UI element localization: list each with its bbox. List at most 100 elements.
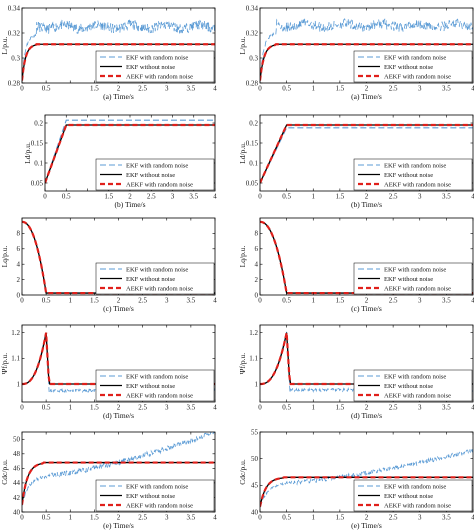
y-tick-label: 0.1 (34, 159, 43, 167)
x-tick-label: 0 (258, 514, 262, 522)
x-axis-caption: (b) Time/s (351, 200, 382, 209)
panel-Cdc-left: 0 0.5 1 1.5 2 2.5 3 3.5 4 40 42 44 46 48 50 Cdc/p.u. (e)… (0, 431, 217, 530)
x-tick-label: 0 (258, 404, 262, 412)
y-tick-label: 0.05 (31, 179, 44, 187)
x-tick-label: 1.5 (336, 193, 345, 201)
y-tick-label: 1 (17, 380, 21, 388)
x-tick-label: 0.5 (42, 514, 51, 522)
y-tick-label: 1.2 (249, 329, 258, 337)
y-tick-label: 0.28 (8, 79, 21, 87)
x-tick-label: 4 (471, 404, 474, 412)
series-line (260, 123, 473, 184)
x-tick-label: 3 (171, 193, 175, 201)
panel-Ld-right: 0 0.5 1 1.5 2 2.5 3 3.5 4 0.05 0.1 0.15 0.2 Ld/p.u. (b… (238, 114, 474, 209)
x-axis-caption: (c) Time/s (103, 304, 134, 313)
legend-entry: EKF with random noise (126, 54, 188, 61)
legend-entry: AEKF with random noise (126, 502, 193, 509)
legend: EKF with random noise EKF without noise AE… (353, 369, 473, 402)
x-tick-label: 2 (117, 297, 121, 305)
x-tick-label: 3.5 (187, 85, 196, 93)
panel-Psi-left: 0 0.5 1 1.5 2 2.5 3 3.5 4 1 1.1 1.2 Ψf/p.u. (d) Time/… (0, 324, 217, 420)
x-tick-label: 4 (471, 514, 474, 522)
x-tick-label: 2.5 (389, 193, 398, 201)
x-tick-label: 1 (69, 514, 73, 522)
y-tick-label: 6 (255, 245, 259, 253)
y-tick-label: 0 (17, 291, 21, 299)
y-tick-label: 40 (13, 508, 21, 516)
legend-entry: AEKF with random noise (384, 502, 451, 509)
x-tick-label: 1 (312, 514, 316, 522)
legend-entry: AEKF with random noise (384, 392, 451, 399)
y-tick-label: 2 (17, 276, 21, 284)
x-tick-label: 2 (365, 404, 369, 412)
y-tick-label: 44 (13, 479, 21, 487)
y-tick-label: 0.15 (31, 139, 44, 147)
y-axis-label: L/p.u. (0, 36, 9, 54)
x-axis-caption: (e) Time/s (351, 521, 382, 530)
x-tick-label: 2 (365, 193, 369, 201)
panel-L-left: 0 0.5 1.5 2 2.5 3 3.5 4 0.28 0.3 0.32 0.34 L/p.u. (a)… (0, 4, 217, 101)
x-axis-caption: (d) Time/s (103, 411, 134, 420)
x-tick-label: 1 (312, 297, 316, 305)
legend-entry: EKF with random noise (126, 162, 188, 169)
x-tick-label: 0 (258, 85, 262, 93)
legend-entry: AEKF with random noise (126, 285, 193, 292)
series-line (22, 461, 215, 505)
x-tick-label: 0.5 (42, 404, 51, 412)
x-tick-label: 4 (471, 193, 474, 201)
x-tick-label: 3 (418, 193, 422, 201)
legend-entry: EKF without noise (384, 172, 433, 179)
y-tick-label: 1.1 (11, 355, 20, 363)
y-tick-label: 6 (17, 245, 21, 253)
legend-entry: AEKF with random noise (384, 285, 451, 292)
x-tick-label: 2 (117, 514, 121, 522)
y-tick-label: 1.2 (11, 329, 20, 337)
x-tick-label: 4 (213, 297, 217, 305)
x-tick-label: 2 (365, 85, 369, 93)
x-tick-label: 1.5 (336, 297, 345, 305)
legend: EKF with random noise EKF without noise AE… (353, 262, 473, 295)
x-tick-label: 2.5 (138, 297, 147, 305)
y-tick-label: 2 (255, 276, 259, 284)
x-tick-label: 1 (312, 193, 316, 201)
y-tick-label: 0.1 (249, 159, 258, 167)
y-tick-label: 0.34 (8, 4, 21, 12)
legend-entry: EKF without noise (126, 64, 175, 71)
legend-entry: EKF without noise (384, 64, 433, 71)
legend-entry: EKF with random noise (384, 162, 446, 169)
x-tick-label: 3 (418, 297, 422, 305)
x-tick-label: 1.5 (90, 297, 99, 305)
y-tick-label: 0.32 (8, 29, 21, 37)
panel-Lq-right: 0 0.5 1 1.5 2 2.5 3 3.5 4 0 2 4 6 8 Lq/p.u. (c) Time/s E… (238, 217, 474, 313)
legend: EKF with random noise EKF without noise AE… (353, 50, 473, 83)
legend-entry: AEKF with random noise (384, 73, 451, 80)
x-tick-label: 4 (213, 404, 217, 412)
y-tick-label: 0 (255, 291, 259, 299)
y-tick-label: 0.15 (246, 139, 259, 147)
x-tick-label: 3 (165, 404, 169, 412)
y-tick-label: 42 (13, 494, 21, 502)
legend: EKF with random noise EKF without noise AE… (353, 158, 473, 191)
y-tick-label: 0.34 (246, 4, 259, 12)
x-tick-label: 3 (418, 85, 422, 93)
x-tick-label: 4 (471, 297, 474, 305)
panel-Lq-left: 0 0.5 1 1.5 2 2.5 3 3.5 4 0 2 4 6 8 Lq/p.u. (c) Time/s E… (0, 217, 217, 313)
x-tick-label: 3.5 (187, 297, 196, 305)
y-tick-label: 0.32 (246, 29, 259, 37)
y-tick-label: 1 (255, 380, 259, 388)
x-tick-label: 1.5 (336, 514, 345, 522)
x-tick-label: 0.5 (62, 193, 71, 201)
series-line (45, 123, 215, 184)
y-tick-label: 0.2 (34, 119, 43, 127)
legend-entry: EKF with random noise (126, 483, 188, 490)
y-axis-label: Ld/p.u. (23, 142, 32, 164)
legend-entry: AEKF with random noise (126, 392, 193, 399)
y-tick-label: 0.3 (249, 54, 258, 62)
legend: EKF with random noise EKF without noise AE… (353, 479, 473, 512)
series-line (22, 432, 215, 507)
x-tick-label: 3.5 (442, 193, 451, 201)
series-line (260, 43, 473, 81)
x-tick-label: 2.5 (147, 193, 156, 201)
x-tick-label: 1 (312, 404, 316, 412)
x-tick-label: 1 (312, 85, 316, 93)
